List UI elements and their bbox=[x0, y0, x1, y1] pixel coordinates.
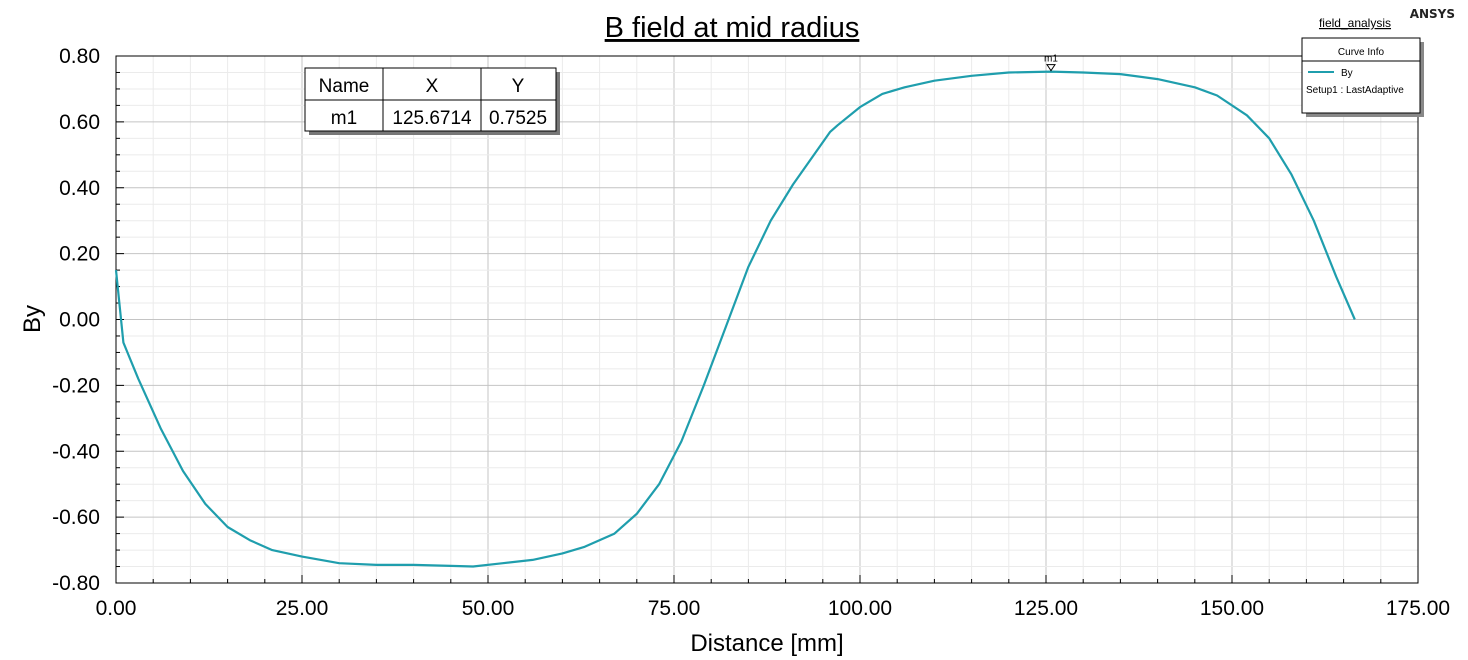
x-tick-label: 50.00 bbox=[462, 597, 515, 620]
y-tick-label: -0.80 bbox=[52, 572, 100, 595]
marker-table-cell-x: 125.6714 bbox=[392, 108, 472, 129]
x-tick-label: 150.00 bbox=[1200, 597, 1264, 620]
marker-table-cell-y: 0.7525 bbox=[489, 108, 547, 129]
chart-title: B field at mid radius bbox=[605, 12, 860, 44]
axis-ticks bbox=[116, 71, 1382, 583]
x-axis-label: Distance [mm] bbox=[690, 630, 843, 657]
x-tick-label: 75.00 bbox=[648, 597, 701, 620]
curve-info-legend[interactable]: Curve Info By Setup1 : LastAdaptive bbox=[1301, 37, 1424, 117]
series-by-line[interactable] bbox=[114, 70, 1356, 568]
ansys-brand: ANSYS bbox=[1410, 7, 1455, 21]
x-tick-labels: 0.00 25.00 50.00 75.00 100.00 125.00 150.00 175… bbox=[96, 597, 1451, 620]
marker-table[interactable]: Name X Y m1 125.6714 0.7525 bbox=[304, 67, 560, 135]
y-tick-labels: 0.80 0.60 0.40 0.20 0.00 -0.20 -0.40 -0.60 -0.80 bbox=[52, 45, 100, 595]
grid bbox=[116, 56, 1418, 583]
x-tick-label: 125.00 bbox=[1014, 597, 1078, 620]
plot-name: field_analysis bbox=[1319, 16, 1391, 30]
y-tick-label: -0.40 bbox=[52, 440, 100, 463]
marker-table-cell-name: m1 bbox=[331, 108, 357, 129]
y-tick-label: 0.00 bbox=[59, 309, 100, 332]
marker-table-header-x: X bbox=[426, 76, 439, 97]
x-tick-label: 175.00 bbox=[1386, 597, 1450, 620]
y-tick-label: 0.60 bbox=[59, 111, 100, 134]
marker-m1-triangle-icon[interactable] bbox=[1046, 64, 1056, 72]
marker-table-header-y: Y bbox=[512, 76, 525, 97]
legend-title: Curve Info bbox=[1338, 47, 1385, 58]
y-axis-label: By bbox=[19, 305, 46, 333]
marker-m1[interactable]: m1 bbox=[1044, 54, 1058, 72]
legend-frame bbox=[1301, 37, 1421, 114]
legend-entry-by: By bbox=[1341, 68, 1353, 79]
legend-entry-solution: Setup1 : LastAdaptive bbox=[1306, 85, 1404, 96]
x-tick-label: 25.00 bbox=[276, 597, 329, 620]
y-tick-label: 0.40 bbox=[59, 177, 100, 200]
y-tick-label: 0.80 bbox=[59, 45, 100, 68]
marker-table-header-name: Name bbox=[319, 76, 370, 97]
y-tick-label: -0.60 bbox=[52, 506, 100, 529]
x-tick-label: 100.00 bbox=[828, 597, 892, 620]
y-tick-label: 0.20 bbox=[59, 243, 100, 266]
x-tick-label: 0.00 bbox=[96, 597, 137, 620]
marker-m1-label: m1 bbox=[1044, 54, 1058, 65]
y-tick-label: -0.20 bbox=[52, 374, 100, 397]
